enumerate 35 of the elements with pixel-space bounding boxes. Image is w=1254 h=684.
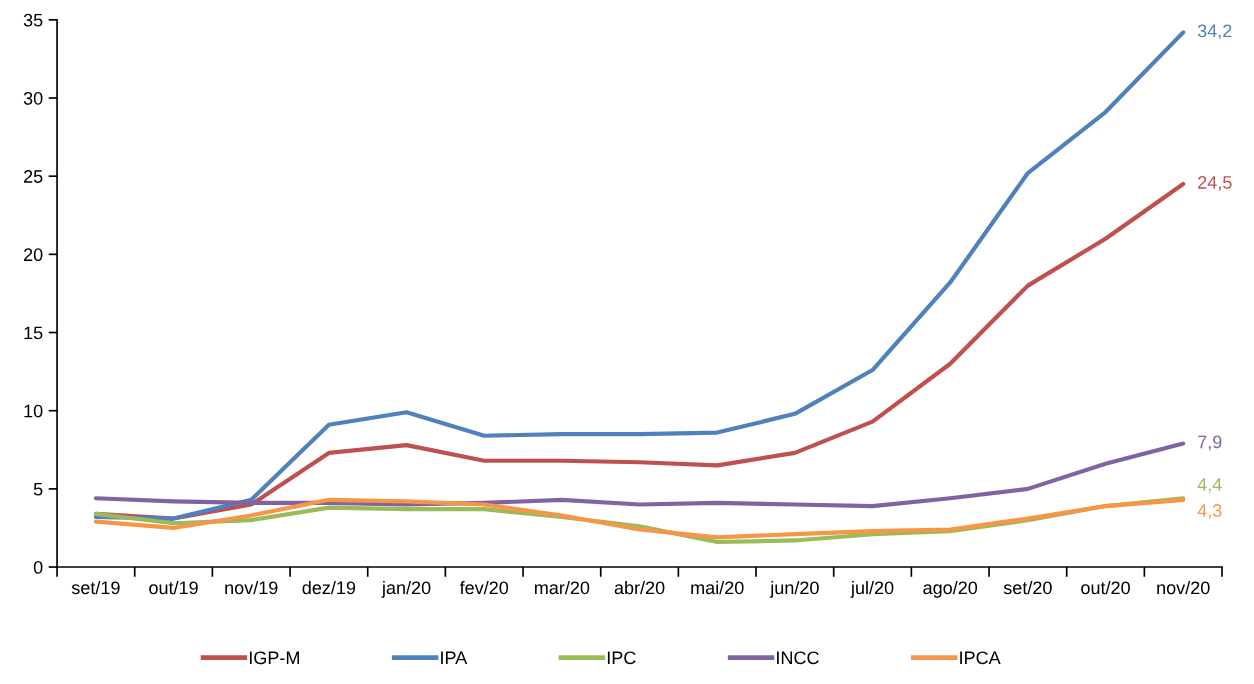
y-tick-label: 30 (23, 91, 43, 105)
data-label: 4,4 (1197, 478, 1222, 494)
y-tick-label: 0 (33, 560, 43, 574)
x-tick-label: ago/20 (923, 580, 978, 598)
x-tick-label: dez/19 (302, 580, 356, 595)
legend-label: IPCA (960, 651, 1001, 665)
x-tick-label: jun/20 (769, 580, 819, 598)
y-tick-label: 15 (24, 326, 43, 340)
x-tick-label: mai/20 (691, 580, 744, 595)
y-tick-label: 20 (24, 248, 43, 262)
y-tick-label: 5 (33, 482, 43, 496)
y-tick-label: 10 (24, 404, 43, 418)
x-tick-label: out/19 (149, 580, 198, 595)
y-tick-label: 25 (24, 170, 43, 183)
x-tick-label: fev/20 (459, 580, 509, 595)
x-tick-label: abr/20 (614, 580, 665, 595)
legend-label: IGP-M (249, 651, 299, 665)
data-label: 34,2 (1197, 24, 1232, 40)
x-tick-label: nov/20 (1157, 580, 1210, 595)
data-label: 4,3 (1197, 504, 1222, 520)
x-tick-label: out/20 (1081, 580, 1130, 595)
legend-label: IPA (441, 651, 468, 664)
y-tick-label: 35 (23, 13, 43, 27)
legend-label: IPC (607, 651, 636, 665)
x-tick-label: jul/20 (850, 580, 894, 598)
data-label: 24,5 (1198, 176, 1232, 191)
x-tick-label: mar/20 (534, 580, 590, 595)
x-tick-label: jan/20 (381, 580, 431, 598)
data-label: 7,9 (1198, 435, 1222, 451)
x-tick-label: nov/19 (225, 580, 278, 595)
x-tick-label: set/19 (71, 580, 120, 595)
legend-label: INCC (777, 651, 819, 665)
x-tick-label: set/20 (1003, 580, 1052, 595)
line-series (93, 441, 1186, 509)
line-series (93, 30, 1186, 521)
